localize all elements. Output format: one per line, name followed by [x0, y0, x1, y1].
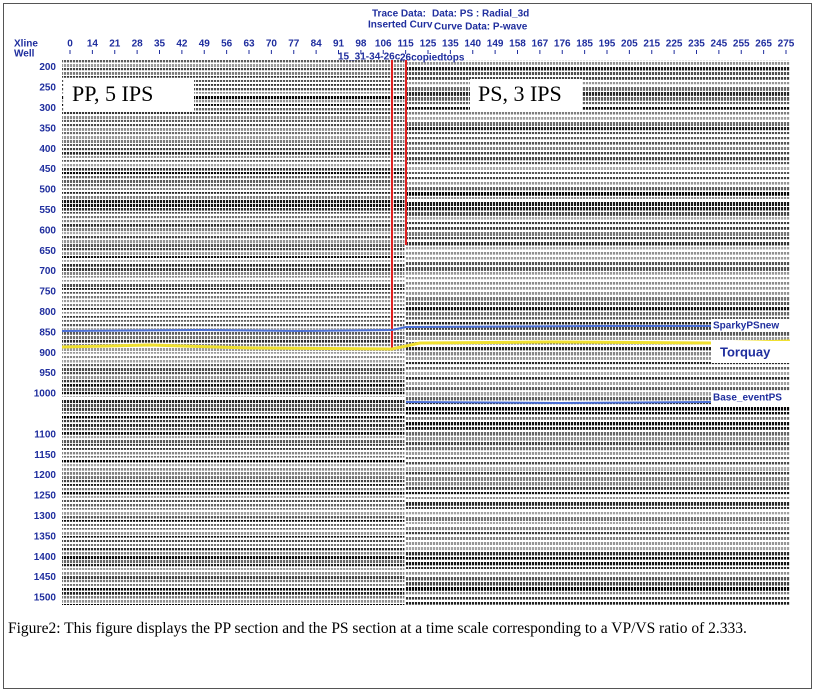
horizon-line	[61, 339, 791, 351]
xline-label: 185	[576, 39, 593, 50]
header-label: Inserted Curv	[368, 20, 433, 31]
xline-label: 14	[87, 39, 99, 50]
xline-label: 98	[355, 39, 367, 50]
xline-label: 91	[333, 39, 345, 50]
xline-label: 115	[398, 39, 415, 50]
time-label: 650	[39, 246, 56, 257]
time-label: 350	[39, 123, 56, 134]
time-label: 1000	[34, 389, 57, 400]
figure-frame	[3, 3, 812, 689]
xline-label: 167	[532, 39, 549, 50]
xline-label: 0	[67, 39, 73, 50]
horizon-label-bg	[711, 391, 797, 405]
xline-label: 135	[442, 39, 459, 50]
xline-label: 106	[375, 39, 392, 50]
seismic-divider	[404, 52, 406, 605]
seismic-blank	[62, 52, 790, 60]
time-label: 250	[39, 83, 56, 94]
time-label: 600	[39, 225, 56, 236]
time-label: 1200	[34, 470, 57, 481]
xline-label: 255	[733, 39, 750, 50]
time-label: 1150	[34, 450, 56, 461]
seismic-section	[62, 52, 790, 605]
horizon-label: SparkyPSnew	[713, 321, 779, 332]
xline-label: 63	[243, 39, 255, 50]
xline-label: Xline	[14, 39, 38, 50]
xline-label: 28	[132, 39, 144, 50]
xline-label: 56	[221, 39, 233, 50]
seismic-figure: Trace Data: Data: PS : Radial_3d Inserte…	[14, 8, 797, 605]
xline-label: 125	[420, 39, 437, 50]
time-label: 450	[39, 164, 56, 175]
time-label: 850	[39, 327, 56, 338]
panel-label: PS, 3 IPS	[478, 81, 562, 106]
time-label: 1350	[34, 531, 57, 542]
horizon-label-bg	[711, 341, 797, 363]
panel-label-bg	[470, 79, 582, 111]
well-label: Well	[14, 49, 35, 60]
xline-label: 35	[154, 39, 166, 50]
xline-label: 70	[266, 39, 278, 50]
time-label: 500	[39, 185, 56, 196]
xline-label: 176	[554, 39, 571, 50]
panel-label-bg	[64, 79, 194, 111]
xline-label: 42	[176, 39, 188, 50]
xline-label: 77	[288, 39, 300, 50]
xline-label: 195	[599, 39, 616, 50]
time-label: 700	[39, 266, 56, 277]
time-label: 550	[39, 205, 56, 216]
horizon-line	[61, 325, 712, 333]
xline-label: 225	[666, 39, 683, 50]
well-name: 15_31-34-26c	[338, 52, 401, 63]
xline-label: 49	[199, 39, 211, 50]
time-label: 200	[39, 62, 56, 73]
horizon-line	[405, 401, 713, 405]
panel-label: PP, 5 IPS	[72, 81, 153, 106]
seismic-traces	[62, 52, 790, 605]
time-label: 900	[39, 348, 56, 359]
time-label: 750	[39, 287, 56, 298]
time-label: 400	[39, 144, 56, 155]
horizon-label-bg	[711, 319, 797, 332]
figure-caption: Figure2: This figure displays the PP sec…	[8, 620, 747, 637]
xline-label: 245	[711, 39, 728, 50]
header-text: Data: PS : Radial_3d	[432, 9, 529, 20]
xline-label: 84	[311, 39, 323, 50]
xline-label: 149	[487, 39, 504, 50]
time-label: 1450	[34, 572, 57, 583]
horizon-label: Base_eventPS	[713, 393, 782, 404]
xline-label: 158	[509, 39, 526, 50]
xline-label: 140	[464, 39, 481, 50]
time-label: 1250	[34, 491, 57, 502]
time-label: 950	[39, 368, 56, 379]
time-label: 800	[39, 307, 56, 318]
well-name: 26copiedtops	[400, 53, 465, 64]
header-label: Trace Data:	[372, 9, 426, 20]
xline-label: 235	[688, 39, 705, 50]
xline-label: 21	[109, 39, 121, 50]
time-label: 1100	[34, 429, 56, 440]
time-label: 1400	[34, 552, 57, 563]
time-label: 300	[39, 103, 56, 114]
header-text: Curve Data: P-wave	[434, 22, 528, 33]
time-label: 1500	[34, 593, 57, 604]
xline-label: 215	[643, 39, 660, 50]
xline-label: 265	[755, 39, 772, 50]
time-label: 1300	[34, 511, 57, 522]
xline-label: 205	[621, 39, 638, 50]
xline-label: 275	[778, 39, 795, 50]
horizon-label: Torquay	[720, 344, 771, 359]
